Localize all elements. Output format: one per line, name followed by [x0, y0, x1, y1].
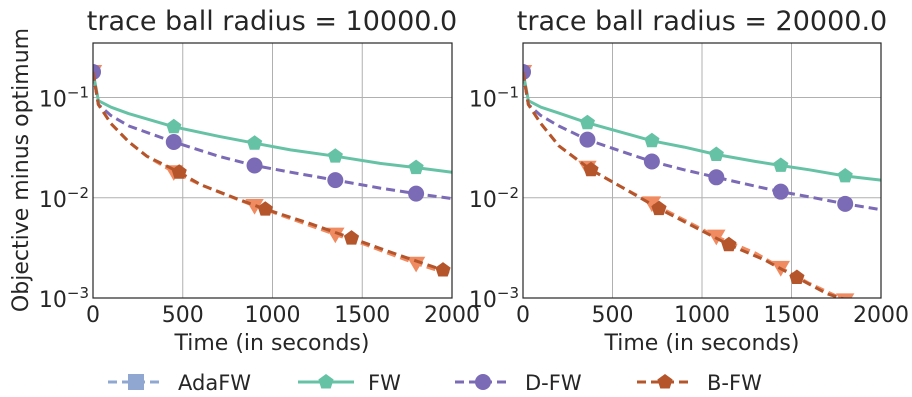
data-point-marker: [171, 164, 187, 179]
data-point-marker: [708, 169, 725, 186]
data-point-marker: [708, 146, 724, 161]
data-point-marker: [257, 201, 273, 216]
series-fw: [523, 63, 881, 183]
legend-label: FW: [368, 371, 401, 395]
series-b-fw: [93, 71, 452, 277]
series-line: [523, 71, 881, 182]
legend-label: B-FW: [707, 371, 762, 395]
data-point-marker: [326, 227, 345, 244]
x-tick-label: 1500: [764, 303, 820, 328]
legend-item-d-fw: D-FW: [455, 371, 582, 395]
data-point-marker: [246, 157, 263, 174]
data-point-marker: [789, 269, 805, 284]
legend-item-fw: FW: [298, 371, 401, 395]
series-d-fw: [523, 63, 881, 212]
y-tick-label: 10−3: [39, 284, 89, 313]
legend-item-b-fw: B-FW: [637, 371, 762, 395]
data-point-marker: [343, 230, 360, 245]
series-line: [93, 71, 452, 277]
data-point-marker: [644, 132, 660, 148]
series-layer: [523, 63, 881, 298]
data-point-marker: [327, 148, 343, 163]
data-point-marker: [166, 118, 182, 134]
x-tick-label: 2000: [424, 303, 480, 328]
y-axis-label: Objective minus optimum: [9, 28, 34, 312]
chart-panel-1: trace ball radius = 10000.0 0 500 1000 1500…: [9, 6, 480, 356]
y-tick-label: 10−2: [39, 184, 89, 213]
x-tick-label: 500: [162, 303, 204, 328]
chart-panel-2: trace ball radius = 20000.0 0 500 1000 1500…: [469, 6, 909, 356]
grid: [92, 43, 453, 299]
series-line: [523, 71, 881, 212]
x-tick-label: 1500: [334, 303, 390, 328]
data-point-marker: [837, 168, 853, 183]
data-point-marker: [165, 134, 182, 151]
data-point-marker: [408, 159, 424, 175]
data-point-marker: [408, 185, 425, 202]
y-tick-label: 10−1: [39, 84, 89, 113]
legend-marker: [657, 374, 673, 389]
x-tick-label: 1000: [245, 303, 301, 328]
legend-marker: [128, 374, 144, 390]
data-point-marker: [772, 183, 789, 200]
x-axis-label: Time (in seconds): [174, 331, 370, 356]
series-line: [523, 71, 845, 298]
series-layer: [93, 63, 452, 277]
plot-frame: [522, 42, 882, 299]
x-tick-label: 2000: [853, 303, 909, 328]
data-point-marker: [837, 195, 854, 212]
series-d-fw: [93, 63, 452, 202]
grid: [522, 43, 882, 299]
legend-marker: [475, 374, 491, 390]
legend-label: D-FW: [525, 371, 582, 395]
data-point-marker: [721, 236, 737, 252]
y-tick-label: 10−2: [469, 184, 519, 213]
series-line: [93, 71, 452, 174]
legend-marker: [318, 374, 334, 389]
chart-title: trace ball radius = 20000.0: [517, 6, 887, 37]
series-line: [93, 71, 452, 201]
x-tick-label: 0: [516, 303, 530, 328]
data-point-marker: [583, 161, 599, 177]
legend-label: AdaFW: [178, 371, 251, 395]
legend-item-adafw: AdaFW: [108, 371, 251, 395]
legend: AdaFW FW D-FW B-FW: [108, 371, 762, 395]
data-point-marker: [246, 135, 263, 150]
data-point-marker: [651, 200, 667, 216]
y-tick-label: 10−1: [469, 84, 519, 113]
series-line: [523, 71, 846, 298]
data-point-marker: [836, 293, 855, 298]
data-point-marker: [435, 262, 451, 277]
series-fw: [93, 63, 452, 175]
x-axis-label: Time (in seconds): [604, 331, 800, 356]
x-tick-label: 500: [592, 303, 634, 328]
plot-frame: [92, 42, 453, 299]
x-tick-label: 1000: [674, 303, 730, 328]
data-point-marker: [579, 131, 596, 148]
data-point-marker: [643, 153, 660, 170]
series-b-fw: [523, 71, 846, 298]
y-tick-label: 10−3: [469, 284, 519, 313]
tick-labels: 0 500 1000 1500 2000 10−1 10−2 10−3: [39, 84, 480, 328]
data-point-marker: [773, 157, 789, 172]
series-adafw: [93, 65, 452, 277]
chart-title: trace ball radius = 10000.0: [87, 6, 457, 37]
x-tick-label: 0: [86, 303, 100, 328]
data-point-marker: [579, 114, 595, 130]
data-point-marker: [327, 172, 344, 189]
tick-labels: 0 500 1000 1500 2000 10−1 10−2 10−3: [469, 84, 909, 328]
series-adafw: [523, 65, 855, 298]
data-point-marker: [406, 256, 426, 273]
